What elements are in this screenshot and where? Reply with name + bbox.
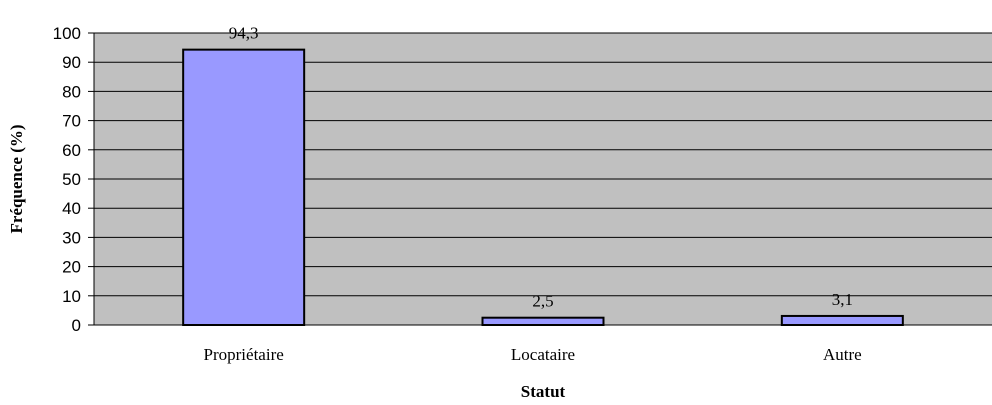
y-tick-label: 20 [62,258,81,277]
y-tick-label: 40 [62,199,81,218]
data-label: 2,5 [532,292,553,311]
data-label: 94,3 [229,24,259,43]
y-tick-label: 10 [62,287,81,306]
category-label: Propriétaire [204,345,284,364]
y-axis-title: Fréquence (%) [7,124,26,233]
bars [182,48,904,327]
category-label: Autre [823,345,862,364]
bar [780,314,904,326]
bar [182,48,306,326]
y-tick-label: 30 [62,228,81,247]
x-axis-title: Statut [521,382,566,401]
data-labels: 94,3 2,5 3,1 [229,24,853,311]
y-axis: 0 10 20 30 40 50 60 70 80 90 100 [53,24,95,335]
y-tick-label: 70 [62,112,81,131]
y-tick-label: 50 [62,170,81,189]
x-axis: Propriétaire Locataire Autre [94,324,992,364]
y-tick-label: 0 [72,316,81,335]
y-tick-label: 90 [62,53,81,72]
data-label: 3,1 [832,290,853,309]
y-tick-label: 60 [62,141,81,160]
bar [481,316,605,327]
y-tick-label: 100 [53,24,81,43]
y-tick-label: 80 [62,82,81,101]
category-label: Locataire [511,345,575,364]
